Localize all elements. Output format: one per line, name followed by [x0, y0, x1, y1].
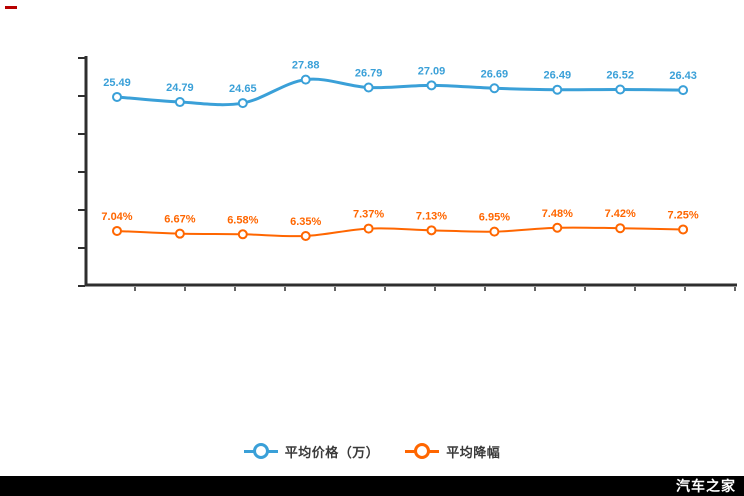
data-point-label: 26.52	[606, 69, 634, 81]
data-point[interactable]	[615, 223, 626, 234]
data-point-label: 6.35%	[290, 216, 321, 228]
data-point[interactable]	[426, 225, 437, 236]
data-point[interactable]	[112, 225, 122, 236]
data-point-label: 26.79	[355, 68, 383, 80]
data-point-label: 27.88	[292, 60, 320, 72]
data-point-label: 26.49	[544, 70, 572, 82]
data-point[interactable]	[363, 223, 374, 234]
data-point[interactable]	[300, 230, 311, 241]
discount-line	[116, 226, 684, 238]
chart-legend: 平均价格（万） 平均降幅	[0, 438, 744, 464]
data-point-label: 24.79	[166, 82, 194, 94]
data-point-label: 26.43	[669, 70, 697, 82]
data-point[interactable]	[174, 228, 185, 239]
data-point[interactable]	[489, 226, 500, 237]
data-point-label: 6.58%	[227, 214, 258, 226]
price-trend-chart: 25.49 24.79 24.65 27.88 26.79 27.09 26.69 26.49…	[78, 56, 737, 291]
legend-label: 平均降幅	[446, 444, 501, 460]
data-point[interactable]	[489, 83, 500, 94]
data-point-label: 25.49	[103, 77, 131, 89]
data-point-label: 7.42%	[605, 208, 636, 220]
legend-item-price[interactable]: 平均价格（万）	[243, 438, 380, 464]
data-point[interactable]	[174, 97, 185, 108]
data-point[interactable]	[552, 84, 563, 95]
data-point[interactable]	[426, 80, 437, 91]
discount-legend-marker-icon	[405, 438, 440, 464]
watermark-bar: 汽车之家	[0, 476, 744, 496]
price-legend-marker-icon	[243, 438, 278, 464]
data-point[interactable]	[237, 229, 248, 240]
data-point[interactable]	[363, 82, 374, 93]
data-point-label: 6.95%	[479, 212, 510, 224]
data-point[interactable]	[678, 85, 689, 96]
data-point[interactable]	[237, 98, 248, 109]
data-point-label: 7.25%	[667, 209, 698, 221]
legend-item-discount[interactable]: 平均降幅	[405, 438, 500, 464]
data-point-label: 6.67%	[164, 214, 195, 226]
data-point[interactable]	[112, 91, 122, 102]
legend-label: 平均价格（万）	[284, 444, 380, 460]
data-point-label: 24.65	[229, 83, 257, 95]
data-point-label: 26.69	[481, 68, 509, 80]
data-point[interactable]	[552, 222, 563, 233]
data-point[interactable]	[678, 224, 689, 235]
data-point-label: 7.37%	[353, 209, 384, 221]
watermark-text: 汽车之家	[676, 478, 736, 494]
price-line	[116, 77, 684, 107]
data-point[interactable]	[615, 84, 626, 95]
data-point-label: 7.13%	[416, 210, 447, 222]
data-point-label: 7.48%	[542, 208, 573, 220]
red-dash-mark	[5, 6, 17, 9]
data-point[interactable]	[300, 74, 311, 85]
data-point-label: 7.04%	[101, 211, 132, 223]
data-point-label: 27.09	[418, 65, 446, 77]
